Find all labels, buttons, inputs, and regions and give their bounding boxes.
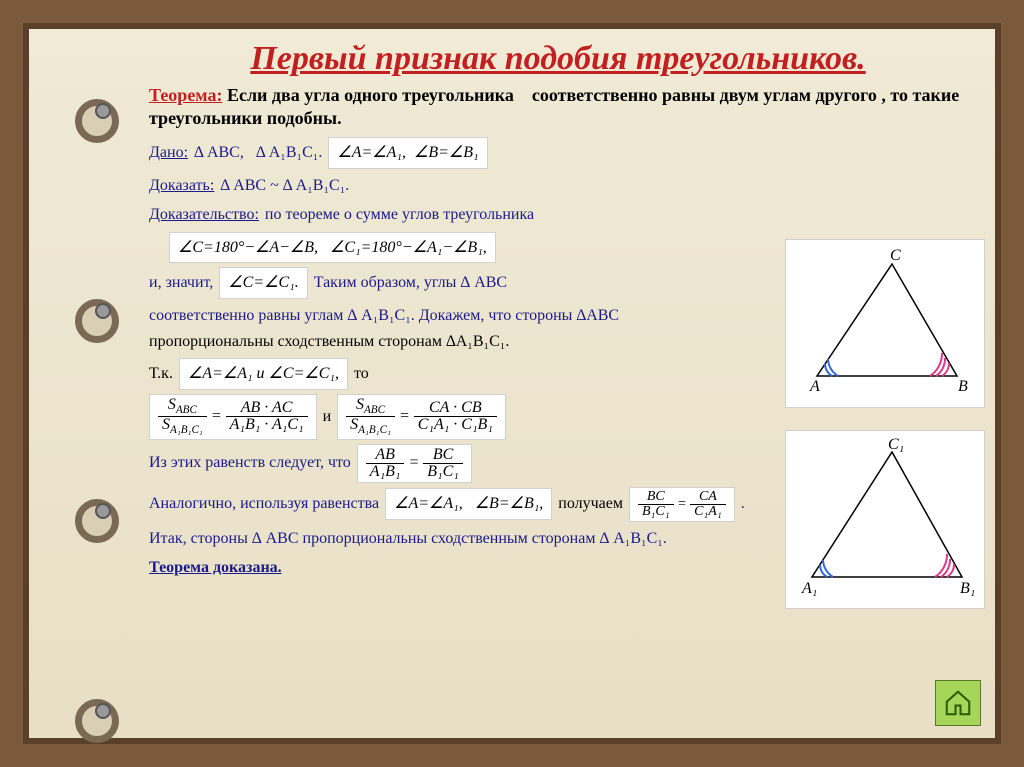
text-and: и: [323, 404, 332, 430]
text-from-eq: Из этих равенств следует, что: [149, 450, 351, 476]
prove-label: Доказать:: [149, 173, 214, 199]
prove-text: ∆ ABC ~ ∆ A₁B₁C₁.: [220, 173, 349, 199]
text-line3b: пропорциональны сходственным сторонам ∆A…: [149, 333, 509, 350]
ring-icon: [75, 699, 119, 743]
ring-icon: [75, 99, 119, 143]
text-thus1: и, значит,: [149, 270, 213, 296]
spiral-binding: [75, 99, 121, 668]
svg-text:C₁: C₁: [888, 437, 904, 453]
text-tk: Т.к.: [149, 361, 173, 387]
math-angles-again: ∠A=∠A₁, ∠B=∠B₁,: [385, 488, 552, 520]
svg-text:A: A: [809, 378, 820, 395]
given-text: ∆ ABC, ∆ A₁B₁C₁.: [194, 140, 322, 166]
text-thus2: Таким образом, углы ∆ ABC: [314, 270, 507, 296]
ring-icon: [75, 299, 119, 343]
triangle-a1b1c1: A₁ B₁ C₁: [785, 430, 985, 609]
math-side-ratio-1: ABA₁B₁ = BCB₁C₁: [357, 444, 472, 483]
theorem-statement: Теорема: Если два угла одного треугольни…: [149, 84, 967, 129]
triangle-diagrams: A B C A₁ B₁ C₁: [785, 239, 985, 631]
text-line3: соответственно равны углам ∆ A₁B₁C₁. Док…: [149, 307, 619, 324]
svg-text:A₁: A₁: [801, 580, 817, 597]
theorem-label: Теорема:: [149, 85, 222, 105]
proof-label: Доказательство:: [149, 202, 259, 228]
math-area-ratio-1: SABCSA₁B₁C₁ = AB · ACA₁B₁ · A₁C₁: [149, 394, 317, 440]
math-aa-cc: ∠A=∠A₁ и ∠C=∠C₁,: [179, 358, 348, 390]
triangle-abc: A B C: [785, 239, 985, 408]
text-to: то: [354, 361, 369, 387]
svg-text:B: B: [958, 378, 968, 395]
math-area-ratio-2: SABCSA₁B₁C₁ = CA · CBC₁A₁ · C₁B₁: [337, 394, 506, 440]
proof-text: по теореме о сумме углов треугольника: [265, 202, 534, 228]
math-side-ratio-2: BCB₁C₁ = CAC₁A₁: [629, 487, 735, 522]
svg-text:C: C: [890, 247, 901, 264]
math-angle-c: ∠C=180°−∠A−∠B, ∠C₁=180°−∠A₁−∠B₁,: [169, 232, 496, 264]
given-label: Дано:: [149, 140, 188, 166]
svg-text:B₁: B₁: [960, 580, 975, 597]
page-title: Первый признак подобия треугольников.: [149, 39, 967, 78]
math-c-eq-c1: ∠C=∠C₁.: [219, 267, 307, 299]
text-get: получаем: [558, 491, 623, 517]
slide: Первый признак подобия треугольников. Те…: [23, 23, 1001, 744]
math-given: ∠A=∠A₁, ∠B=∠B₁: [328, 137, 487, 169]
text-analog: Аналогично, используя равенства: [149, 491, 379, 517]
theorem-text: Если два угла одного треугольника соотве…: [149, 85, 959, 128]
ring-icon: [75, 499, 119, 543]
home-button[interactable]: [935, 680, 981, 726]
